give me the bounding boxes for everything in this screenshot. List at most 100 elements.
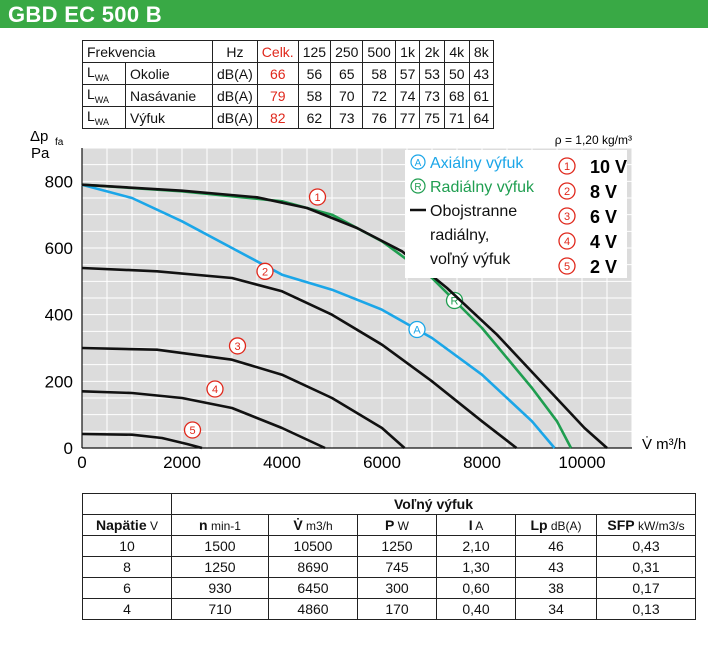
y-tick-label: 400 bbox=[45, 306, 73, 325]
value-cell: 74 bbox=[394, 84, 421, 107]
value-cell: 4 bbox=[82, 598, 172, 620]
group-header-row: Voľný výfuk bbox=[82, 493, 696, 515]
empty-cell bbox=[82, 493, 172, 515]
series-line bbox=[81, 183, 608, 449]
value-cell: 10 bbox=[82, 535, 172, 557]
y-tick-label: 200 bbox=[45, 372, 73, 391]
header-cell: 125 bbox=[297, 40, 332, 63]
value-cell: 0,13 bbox=[596, 598, 696, 620]
table-row: 10 1500 10500 1250 2,10 46 0,43 bbox=[82, 535, 696, 557]
lwa-subscript: WA bbox=[94, 94, 109, 105]
header-cell: Frekvencia bbox=[82, 40, 213, 63]
lwa-symbol: L bbox=[87, 108, 95, 125]
series-line bbox=[81, 346, 406, 449]
header-cell: 250 bbox=[330, 40, 364, 63]
series-line bbox=[81, 183, 556, 449]
column-unit: min-1 bbox=[207, 519, 241, 533]
voltage-marker bbox=[558, 232, 576, 250]
total-cell: 82 bbox=[256, 106, 299, 129]
value-cell: 0,40 bbox=[436, 598, 516, 620]
column-unit: W bbox=[394, 519, 409, 533]
x-tick-label: 2000 bbox=[163, 453, 201, 468]
value-cell: 57 bbox=[394, 62, 421, 85]
series-line bbox=[81, 432, 203, 450]
sound-power-table: Frekvencia Hz Celk. 125 250 500 1k 2k 4k 8k LWA Oko… bbox=[82, 40, 495, 129]
lwa-subscript: WA bbox=[94, 116, 109, 127]
value-cell: 56 bbox=[297, 62, 332, 85]
table-header-row: Frekvencia Hz Celk. 125 250 500 1k 2k 4k 8k bbox=[82, 40, 495, 63]
curve-marker-label: 4 bbox=[212, 384, 218, 396]
value-cell: 65 bbox=[330, 62, 364, 85]
legend-marker bbox=[410, 178, 426, 194]
lwa-symbol: L bbox=[87, 86, 95, 103]
value-cell: 58 bbox=[297, 84, 332, 107]
column-header: Napätie V bbox=[82, 514, 172, 536]
curve-marker bbox=[308, 188, 327, 206]
voltage-label: 2 V bbox=[590, 257, 617, 277]
product-title: GBD EC 500 B bbox=[8, 2, 162, 27]
table-row: 6 930 6450 300 0,60 38 0,17 bbox=[82, 577, 696, 599]
curve-marker bbox=[408, 320, 426, 339]
value-cell: 1,30 bbox=[436, 556, 516, 578]
x-tick-label: 10000 bbox=[558, 453, 605, 468]
performance-chart: 0 2000 4000 6000 8000 10000 0 200 400 600 800 Δp fa P… bbox=[30, 128, 686, 468]
header-cell: 500 bbox=[362, 40, 396, 63]
curve-marker-label: A bbox=[413, 325, 421, 337]
value-cell: 0,60 bbox=[436, 577, 516, 599]
curve-marker-label: R bbox=[451, 296, 459, 308]
value-cell: 0,17 bbox=[596, 577, 696, 599]
row-name: Nasávanie bbox=[125, 84, 213, 107]
curve-marker bbox=[228, 337, 247, 355]
column-label: P bbox=[384, 517, 395, 533]
y-axis-unit: Pa bbox=[31, 145, 50, 162]
voltage-label: 4 V bbox=[590, 232, 617, 252]
voltage-marker bbox=[558, 157, 576, 175]
value-cell: 73 bbox=[330, 106, 364, 129]
column-unit: dB(A) bbox=[547, 519, 582, 533]
series-line bbox=[81, 390, 326, 450]
curve-marker-label: 3 bbox=[234, 341, 240, 353]
x-tick-label: 6000 bbox=[363, 453, 401, 468]
column-header: P W bbox=[357, 514, 437, 536]
lwa-cell: LWA bbox=[82, 84, 126, 107]
y-axis-label: Δp bbox=[30, 128, 48, 145]
header-cell: Celk. bbox=[256, 40, 299, 63]
value-cell: 64 bbox=[468, 106, 495, 129]
value-cell: 745 bbox=[357, 556, 437, 578]
value-cell: 61 bbox=[468, 84, 495, 107]
table-row: LWA Nasávanie dB(A) 79 58 70 72 74 73 68 61 bbox=[82, 84, 495, 107]
legend-label: Obojstranne bbox=[430, 203, 517, 220]
voltage-marker bbox=[558, 207, 576, 225]
voltage-label: 8 V bbox=[590, 182, 617, 202]
legend-label: Radiálny výfuk bbox=[430, 179, 535, 196]
unit-cell: dB(A) bbox=[212, 106, 258, 129]
header-cell: 2k bbox=[419, 40, 445, 63]
value-cell: 68 bbox=[443, 84, 470, 107]
value-cell: 0,43 bbox=[596, 535, 696, 557]
table-row: LWA Okolie dB(A) 66 56 65 58 57 53 50 43 bbox=[82, 62, 495, 85]
value-cell: 8 bbox=[82, 556, 172, 578]
lwa-cell: LWA bbox=[82, 106, 126, 129]
value-cell: 6450 bbox=[268, 577, 358, 599]
row-name: Okolie bbox=[125, 62, 213, 85]
voltage-marker bbox=[558, 182, 576, 200]
legend-marker-label: A bbox=[415, 158, 422, 169]
header-cell: Hz bbox=[212, 40, 258, 63]
value-cell: 1250 bbox=[357, 535, 437, 557]
legend-label: voľný výfuk bbox=[430, 251, 511, 268]
x-tick-label: 8000 bbox=[463, 453, 501, 468]
lwa-subscript: WA bbox=[94, 72, 109, 83]
column-header: n min-1 bbox=[171, 514, 269, 536]
value-cell: 46 bbox=[515, 535, 597, 557]
curve-marker-label: 5 bbox=[189, 425, 195, 437]
lwa-symbol: L bbox=[87, 64, 95, 81]
y-tick-label: 0 bbox=[64, 439, 73, 458]
x-axis-label: V̇ m³/h bbox=[642, 436, 686, 453]
column-unit: kW/m3/s bbox=[634, 519, 685, 533]
value-cell: 50 bbox=[443, 62, 470, 85]
voltage-marker-label: 2 bbox=[564, 186, 570, 198]
y-tick-label: 800 bbox=[45, 172, 73, 191]
column-label: SFP bbox=[607, 517, 635, 533]
